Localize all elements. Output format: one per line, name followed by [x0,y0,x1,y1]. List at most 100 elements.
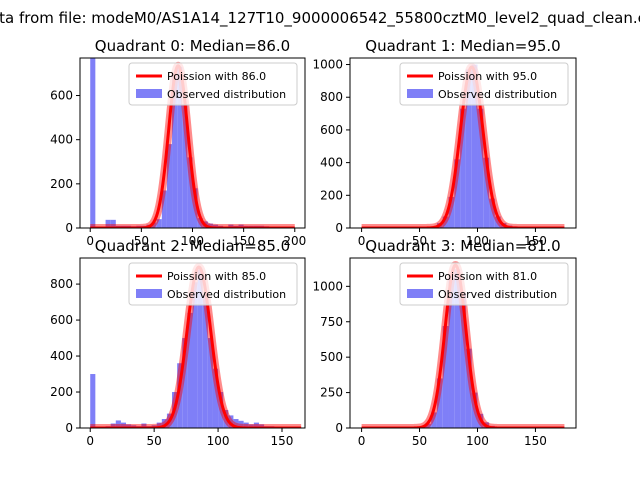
legend-box [399,262,569,306]
hist-bar [207,338,213,428]
legend-poisson-label: Poission with 86.0 [167,70,266,83]
legend-observed-swatch [407,89,433,98]
hist-bar [448,196,455,228]
axes-frame [79,257,306,429]
hist-bar [238,224,244,228]
hist-bar [161,419,167,428]
legend-observed-swatch [136,289,162,298]
hist-bar [460,293,466,428]
hist-bar [212,368,219,428]
hist-bar [489,198,495,228]
hist-bar [253,422,259,428]
x-tick-label: 150 [524,434,547,448]
hist-bar [197,218,203,228]
x-tick-label: 100 [181,234,204,248]
hist-bar [187,157,193,228]
panel-title: Quadrant 1: Median=95.0 [365,37,560,55]
x-tick-label: 0 [86,234,94,248]
hist-bar [228,224,234,228]
legend-box [128,262,298,306]
hist-bar [448,277,455,428]
hist-bar [202,294,208,428]
hist-bar [197,269,203,428]
y-tick-label: 400 [320,156,343,170]
hist-bar [425,423,432,428]
hist-bar [177,363,183,428]
legend-box [128,62,298,106]
x-tick-label: 100 [466,234,489,248]
y-tick-label: 200 [50,177,73,191]
panel-quadrant-1: 0 50 100 150 0 200 400 600 800 1000 Poission with … [312,37,577,248]
y-tick-label: 500 [320,350,343,364]
poisson-curve [89,64,296,228]
hist-bar [248,424,254,428]
hist-bar [110,219,116,228]
y-tick-label: 0 [335,221,343,235]
panel-title: Quadrant 3: Median=81.0 [365,237,560,255]
hist-bar [177,66,183,228]
panel-quadrant-0: 0 50 100 150 200 0 200 400 600 Poission with 86.0… [50,37,306,248]
panel-title: Quadrant 0: Median=86.0 [95,37,290,55]
hist-bar [243,422,249,428]
hist-bar [477,108,484,228]
legend-observed-label: Observed distribution [438,88,557,101]
hist-bar [431,412,437,428]
hist-bar [471,64,478,228]
hist-bar [436,378,443,428]
y-tick-label: 0 [335,421,343,435]
legend-observed-label: Observed distribution [167,88,286,101]
hist-bar [207,223,213,228]
hist-bar [238,420,244,428]
hist-bar [228,415,234,428]
x-tick-label: 150 [524,234,547,248]
hist-bar [172,75,178,228]
y-tick-label: 200 [50,385,73,399]
hist-bar [192,282,198,428]
x-tick-label: 50 [147,434,162,448]
hist-bar [120,422,127,428]
y-tick-label: 600 [50,313,73,327]
y-tick-label: 1000 [312,279,343,293]
hist-bar [218,392,224,428]
hist-bar [141,423,147,428]
plot-area [358,62,568,228]
hist-bar [156,219,162,228]
x-tick-label: 100 [207,434,230,448]
hist-bar [465,69,472,228]
hist-bar [454,269,461,428]
hist-bar [90,374,96,428]
hist-bar [161,190,167,228]
hist-bar [460,108,466,228]
legend-box [399,62,569,106]
hist-bar [151,222,157,228]
hist-bar [212,224,219,228]
x-tick-label: 150 [271,434,294,448]
legend-poisson-label: Poission with 95.0 [438,70,537,83]
x-tick-label: 50 [134,234,149,248]
legend-observed-label: Observed distribution [438,288,557,301]
hist-bar [483,157,490,228]
hist-bar [182,104,188,228]
x-tick-label: 50 [412,234,427,248]
hist-bar [126,424,132,428]
hist-bar [192,188,198,228]
hist-bar [115,420,121,428]
hist-bar [187,312,193,428]
plot-area [86,58,299,228]
y-tick-label: 0 [65,221,73,235]
figure-suptitle: Data from file: modeM0/AS1A14_127T10_900… [0,9,640,28]
axes-frame [349,257,577,429]
hist-bar [454,159,461,228]
panel-quadrant-2: 0 50 100 150 0 200 400 600 800 Poission with 85.0… [50,237,306,448]
axes-frame [349,57,577,229]
hist-bar [442,216,449,228]
x-tick-label: 50 [412,434,427,448]
y-tick-label: 200 [320,188,343,202]
y-tick-label: 250 [320,386,343,400]
y-tick-label: 600 [320,123,343,137]
hist-bar [105,219,111,228]
x-tick-label: 100 [466,434,489,448]
hist-bar [465,348,472,428]
hist-bar [110,423,116,428]
